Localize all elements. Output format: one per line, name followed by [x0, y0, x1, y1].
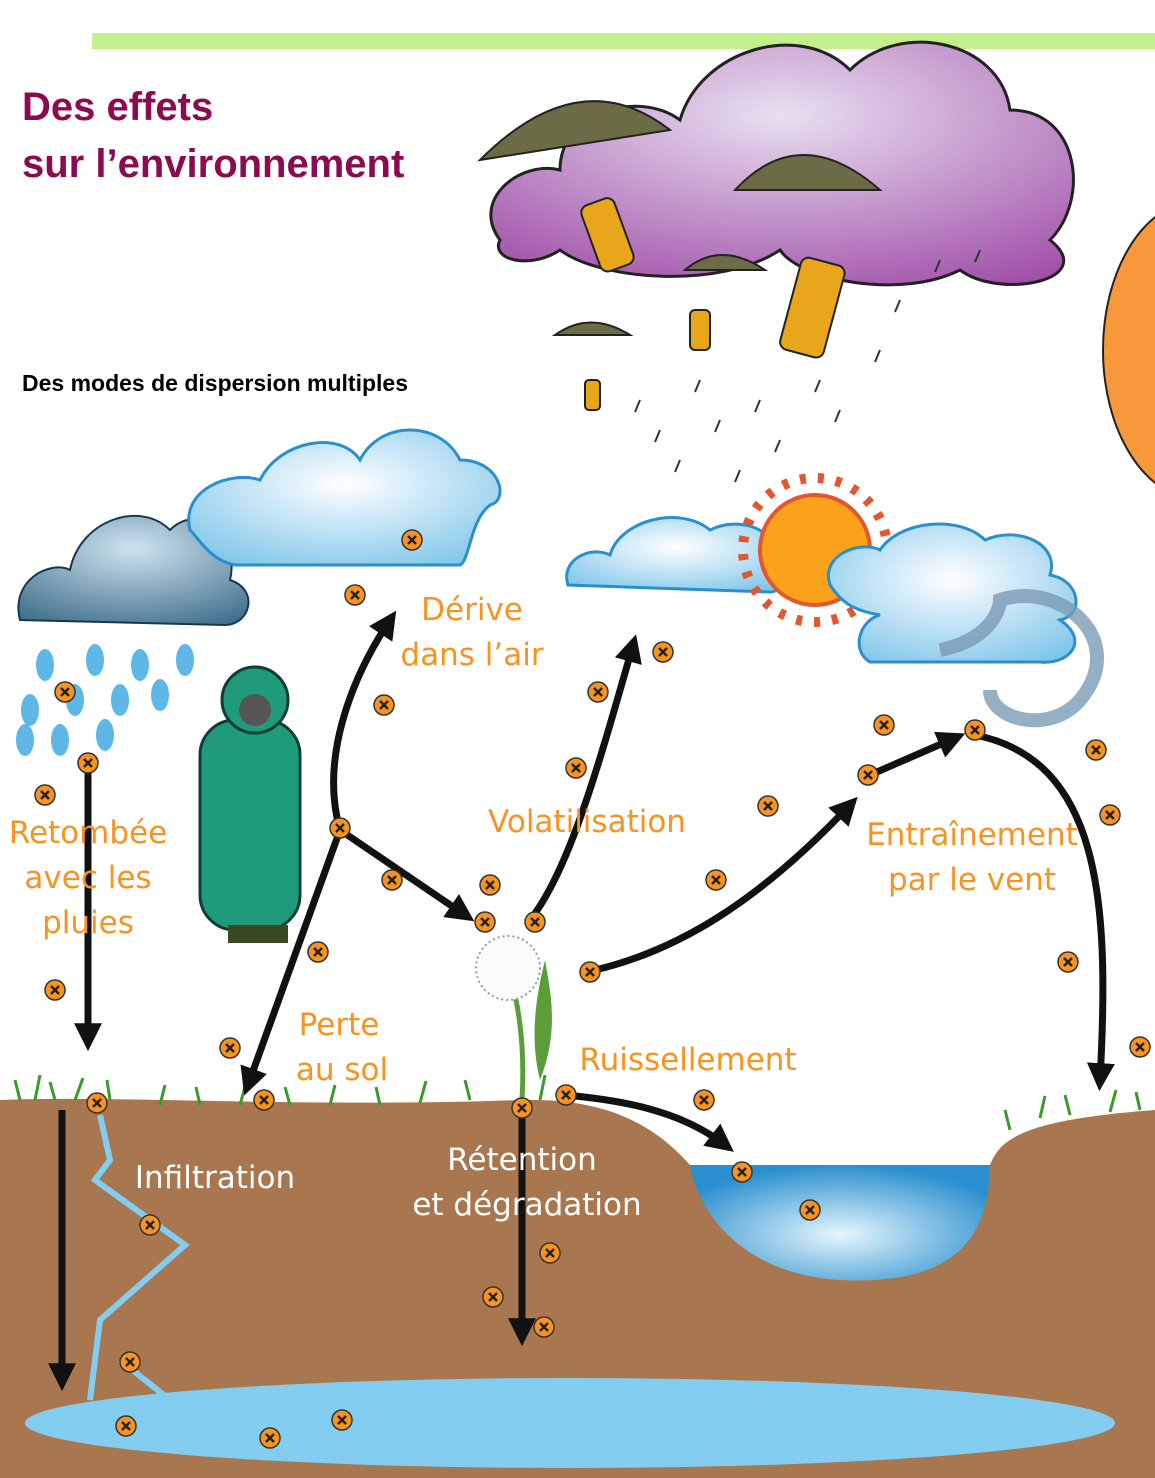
marker [345, 585, 365, 605]
marker [374, 695, 394, 715]
label: avec les [24, 860, 151, 896]
marker [308, 942, 328, 962]
marker [706, 870, 726, 890]
marker [120, 1352, 140, 1372]
marker [540, 1243, 560, 1263]
label: pluies [42, 905, 134, 941]
title-line: sur l’environnement [22, 142, 404, 186]
marker [220, 1038, 240, 1058]
sprayer-person [200, 667, 300, 943]
marker [653, 642, 673, 662]
marker [525, 912, 545, 932]
marker [55, 682, 75, 702]
marker [588, 682, 608, 702]
marker [858, 765, 878, 785]
arrow [334, 620, 390, 830]
arrow [530, 645, 633, 920]
label: et dégradation [412, 1187, 641, 1223]
marker [402, 530, 422, 550]
marker [965, 720, 985, 740]
marker [694, 1090, 714, 1110]
marker [512, 1098, 532, 1118]
marker [140, 1215, 160, 1235]
marker [382, 870, 402, 890]
marker [78, 753, 98, 773]
cloud [567, 518, 786, 592]
marker [1100, 805, 1120, 825]
marker [87, 1093, 107, 1113]
marker [260, 1428, 280, 1448]
label: Entraînement [866, 817, 1078, 853]
title-line: Des effets [22, 85, 213, 129]
label: Ruissellement [579, 1042, 796, 1078]
marker [35, 785, 55, 805]
label: Dérive [421, 592, 523, 628]
dandelion [476, 936, 552, 1100]
subtitle: Des modes de dispersion multiples [22, 370, 408, 396]
label: dans l’air [400, 637, 543, 673]
marker [1058, 952, 1078, 972]
cloud [189, 430, 500, 565]
marker [45, 980, 65, 1000]
marker [566, 758, 586, 778]
marker [332, 1410, 352, 1430]
label: Retombée [9, 815, 167, 851]
marker [874, 715, 894, 735]
marker [732, 1162, 752, 1182]
arrow [870, 738, 955, 775]
page: Des effets sur l’environnement Des modes… [0, 0, 1155, 1478]
marker [1086, 740, 1106, 760]
marker [330, 818, 350, 838]
marker [480, 875, 500, 895]
marker [534, 1317, 554, 1337]
marker [116, 1416, 136, 1436]
arrow [975, 735, 1103, 1080]
label: Infiltration [135, 1160, 295, 1196]
label: par le vent [888, 862, 1056, 898]
raindrops [16, 644, 194, 756]
groundwater [25, 1378, 1115, 1468]
marker [556, 1085, 576, 1105]
marker [580, 962, 600, 982]
marker [475, 912, 495, 932]
marker [254, 1090, 274, 1110]
top-bar [92, 33, 1155, 49]
sun-edge [1103, 200, 1155, 500]
marker [800, 1200, 820, 1220]
arrow [340, 830, 465, 915]
marker [758, 796, 778, 816]
label: Rétention [447, 1142, 596, 1178]
marker [483, 1287, 503, 1307]
label: au sol [296, 1052, 388, 1088]
marker [1130, 1037, 1150, 1057]
label: Perte [299, 1007, 380, 1043]
label: Volatilisation [488, 804, 686, 840]
